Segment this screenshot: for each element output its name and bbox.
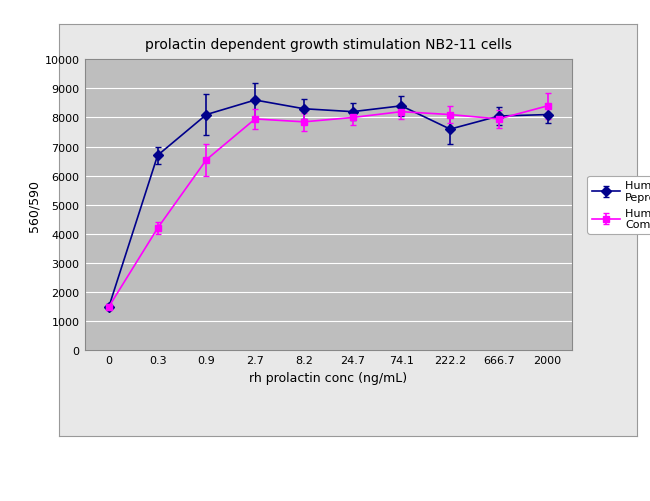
X-axis label: rh prolactin conc (ng/mL): rh prolactin conc (ng/mL) xyxy=(249,371,408,384)
Title: prolactin dependent growth stimulation NB2-11 cells: prolactin dependent growth stimulation N… xyxy=(145,38,512,52)
Legend: Human Prolactin;
PeproTech, Human Prolactin;
Competitor: Human Prolactin; PeproTech, Human Prolac… xyxy=(588,177,650,234)
Y-axis label: 560/590: 560/590 xyxy=(27,179,40,231)
